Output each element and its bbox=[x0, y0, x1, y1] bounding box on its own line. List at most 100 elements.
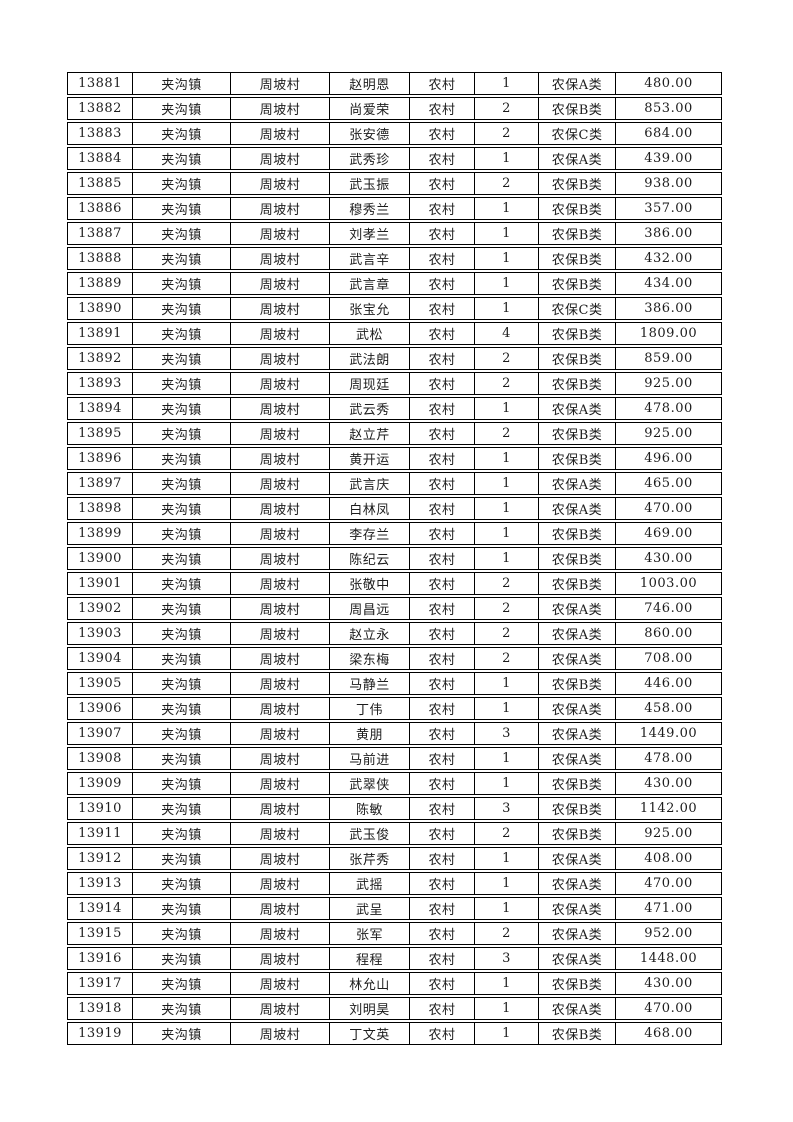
cell-serial-number: 13909 bbox=[68, 773, 133, 794]
cell-person-name: 武法朗 bbox=[330, 348, 410, 369]
cell-amount: 1449.00 bbox=[639, 726, 698, 741]
cell-serial-number: 13903 bbox=[68, 623, 133, 644]
cell-insurance-category: 农保A类 bbox=[539, 748, 616, 769]
cell-insurance-category: 农保B类 bbox=[539, 373, 616, 394]
cell-person-name: 张安德 bbox=[330, 123, 410, 144]
cell-village: 周坡村 bbox=[231, 298, 330, 319]
cell-amount: 1809.00 bbox=[639, 326, 698, 341]
cell-residence-type: 农村 bbox=[410, 273, 475, 294]
cell-amount: 496.00 bbox=[644, 451, 693, 466]
cell-town: 夹沟镇 bbox=[133, 898, 231, 919]
cell-amount: 470.00 bbox=[644, 1001, 693, 1016]
cell-insurance-category: 农保A类 bbox=[539, 873, 616, 894]
cell-insurance-category: 农保B类 bbox=[539, 323, 616, 344]
cell-serial-number: 13907 bbox=[68, 723, 133, 744]
cell-village: 周坡村 bbox=[231, 523, 330, 544]
cell-village: 周坡村 bbox=[231, 398, 330, 419]
cell-insurance-category: 农保A类 bbox=[539, 473, 616, 494]
cell-village: 周坡村 bbox=[231, 898, 330, 919]
cell-insurance-category: 农保B类 bbox=[539, 798, 616, 819]
cell-amount: 925.00 bbox=[644, 826, 693, 841]
cell-serial-number: 13908 bbox=[68, 748, 133, 769]
table-row: 13907 夹沟镇 周坡村 黄朋 农村 3 农保A类 1449.00 bbox=[67, 722, 722, 745]
cell-person-name: 赵立永 bbox=[330, 623, 410, 644]
cell-person-count: 2 bbox=[475, 598, 539, 619]
cell-person-count: 1 bbox=[475, 548, 539, 569]
cell-village: 周坡村 bbox=[231, 148, 330, 169]
cell-residence-type: 农村 bbox=[410, 873, 475, 894]
cell-person-count: 4 bbox=[475, 323, 539, 344]
cell-person-name: 马静兰 bbox=[330, 673, 410, 694]
cell-amount: 952.00 bbox=[644, 926, 693, 941]
cell-person-name: 程程 bbox=[330, 948, 410, 969]
cell-village: 周坡村 bbox=[231, 573, 330, 594]
cell-person-name: 尚爱荣 bbox=[330, 98, 410, 119]
cell-town: 夹沟镇 bbox=[133, 673, 231, 694]
cell-person-count: 2 bbox=[475, 823, 539, 844]
table-row: 13908 夹沟镇 周坡村 马前进 农村 1 农保A类 478.00 bbox=[67, 747, 722, 770]
cell-residence-type: 农村 bbox=[410, 398, 475, 419]
cell-person-name: 穆秀兰 bbox=[330, 198, 410, 219]
table-row: 13890 夹沟镇 周坡村 张宝允 农村 1 农保C类 386.00 bbox=[67, 297, 722, 320]
cell-person-count: 3 bbox=[475, 723, 539, 744]
cell-residence-type: 农村 bbox=[410, 673, 475, 694]
cell-insurance-category: 农保B类 bbox=[539, 248, 616, 269]
cell-serial-number: 13914 bbox=[68, 898, 133, 919]
cell-person-name: 马前进 bbox=[330, 748, 410, 769]
cell-village: 周坡村 bbox=[231, 98, 330, 119]
cell-person-name: 梁东梅 bbox=[330, 648, 410, 669]
cell-village: 周坡村 bbox=[231, 73, 330, 94]
cell-residence-type: 农村 bbox=[410, 223, 475, 244]
table-row: 13899 夹沟镇 周坡村 李存兰 农村 1 农保B类 469.00 bbox=[67, 522, 722, 545]
table-row: 13902 夹沟镇 周坡村 周昌远 农村 2 农保A类 746.00 bbox=[67, 597, 722, 620]
cell-town: 夹沟镇 bbox=[133, 748, 231, 769]
cell-person-name: 武呈 bbox=[330, 898, 410, 919]
cell-person-name: 丁文英 bbox=[330, 1023, 410, 1044]
cell-serial-number: 13885 bbox=[68, 173, 133, 194]
cell-village: 周坡村 bbox=[231, 423, 330, 444]
cell-village: 周坡村 bbox=[231, 748, 330, 769]
cell-residence-type: 农村 bbox=[410, 973, 475, 994]
cell-insurance-category: 农保B类 bbox=[539, 673, 616, 694]
cell-insurance-category: 农保A类 bbox=[539, 648, 616, 669]
cell-residence-type: 农村 bbox=[410, 373, 475, 394]
cell-amount: 386.00 bbox=[644, 226, 693, 241]
cell-person-count: 1 bbox=[475, 998, 539, 1019]
cell-residence-type: 农村 bbox=[410, 173, 475, 194]
cell-person-count: 1 bbox=[475, 773, 539, 794]
table-row: 13913 夹沟镇 周坡村 武摇 农村 1 农保A类 470.00 bbox=[67, 872, 722, 895]
cell-village: 周坡村 bbox=[231, 673, 330, 694]
cell-village: 周坡村 bbox=[231, 848, 330, 869]
cell-serial-number: 13918 bbox=[68, 998, 133, 1019]
cell-serial-number: 13886 bbox=[68, 198, 133, 219]
cell-insurance-category: 农保A类 bbox=[539, 848, 616, 869]
cell-residence-type: 农村 bbox=[410, 298, 475, 319]
cell-town: 夹沟镇 bbox=[133, 198, 231, 219]
cell-person-count: 1 bbox=[475, 898, 539, 919]
cell-insurance-category: 农保A类 bbox=[539, 698, 616, 719]
cell-insurance-category: 农保A类 bbox=[539, 898, 616, 919]
cell-amount: 478.00 bbox=[644, 751, 693, 766]
cell-residence-type: 农村 bbox=[410, 998, 475, 1019]
cell-town: 夹沟镇 bbox=[133, 98, 231, 119]
cell-insurance-category: 农保A类 bbox=[539, 148, 616, 169]
cell-amount: 938.00 bbox=[644, 176, 693, 191]
cell-residence-type: 农村 bbox=[410, 848, 475, 869]
cell-village: 周坡村 bbox=[231, 223, 330, 244]
cell-village: 周坡村 bbox=[231, 773, 330, 794]
cell-person-count: 2 bbox=[475, 923, 539, 944]
cell-village: 周坡村 bbox=[231, 498, 330, 519]
cell-person-count: 2 bbox=[475, 623, 539, 644]
cell-town: 夹沟镇 bbox=[133, 923, 231, 944]
cell-town: 夹沟镇 bbox=[133, 173, 231, 194]
cell-serial-number: 13912 bbox=[68, 848, 133, 869]
cell-serial-number: 13900 bbox=[68, 548, 133, 569]
cell-amount: 430.00 bbox=[644, 551, 693, 566]
cell-town: 夹沟镇 bbox=[133, 873, 231, 894]
cell-person-name: 武松 bbox=[330, 323, 410, 344]
table-row: 13898 夹沟镇 周坡村 白林凤 农村 1 农保A类 470.00 bbox=[67, 497, 722, 520]
cell-town: 夹沟镇 bbox=[133, 773, 231, 794]
cell-person-count: 2 bbox=[475, 573, 539, 594]
cell-amount: 469.00 bbox=[644, 526, 693, 541]
cell-serial-number: 13883 bbox=[68, 123, 133, 144]
